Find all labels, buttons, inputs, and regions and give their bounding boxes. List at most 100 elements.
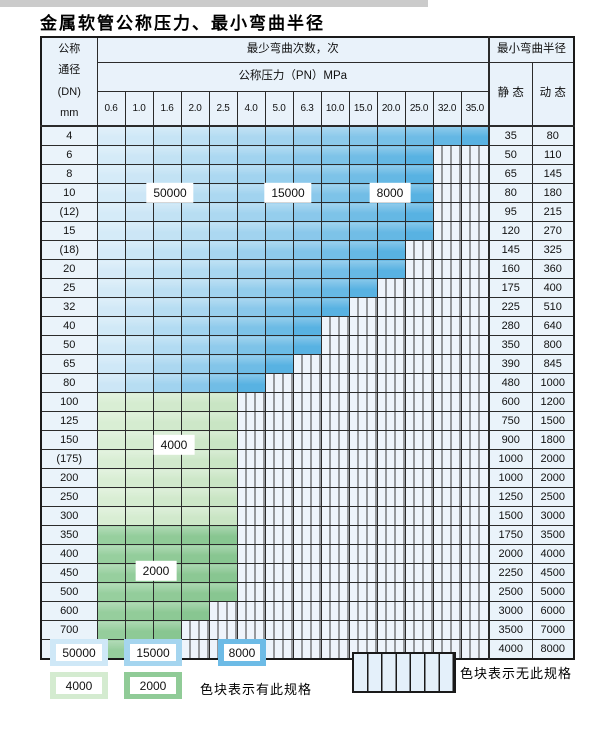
spec-cell-unavailable xyxy=(348,316,378,336)
spec-cell-available xyxy=(96,125,126,146)
spec-cell-available xyxy=(180,259,210,279)
spec-cell-available xyxy=(180,525,210,545)
spec-cell-available xyxy=(292,145,322,165)
dn-cell: 125 xyxy=(40,411,98,431)
spec-cell-available xyxy=(292,125,322,146)
spec-cell-available xyxy=(124,601,154,621)
spec-cell-unavailable xyxy=(460,202,490,222)
spec-cell-unavailable xyxy=(432,620,462,640)
spec-cell-unavailable xyxy=(460,468,490,488)
table-row-dn-300: 300 1500 3000 xyxy=(40,506,575,526)
spec-cell-unavailable xyxy=(292,506,322,526)
spec-cell-available xyxy=(264,221,294,241)
spec-cell-available xyxy=(152,525,182,545)
spec-cell-unavailable xyxy=(236,449,266,469)
header-pressure-value: 5.0 xyxy=(264,91,294,127)
cycle-count-label-4000: 4000 xyxy=(153,434,195,456)
table-row-dn-400: 400 2000 4000 xyxy=(40,544,575,564)
spec-cell-available xyxy=(96,278,126,298)
spec-cell-available xyxy=(236,221,266,241)
spec-cell-available xyxy=(96,202,126,222)
spec-cell-unavailable xyxy=(236,392,266,412)
spec-cell-available xyxy=(180,297,210,317)
spec-cell-unavailable xyxy=(292,563,322,583)
spec-cell-unavailable xyxy=(460,164,490,184)
spec-cell-unavailable xyxy=(404,240,434,260)
spec-cell-unavailable xyxy=(432,221,462,241)
dn-cell: 40 xyxy=(40,316,98,336)
spec-cell-unavailable xyxy=(404,297,434,317)
spec-cell-available xyxy=(180,125,210,146)
spec-cell-available xyxy=(152,601,182,621)
spec-cell-available xyxy=(124,183,154,203)
spec-cell-unavailable xyxy=(264,468,294,488)
static-radius-cell: 1750 xyxy=(488,525,533,545)
header-pressure-value: 25.0 xyxy=(404,91,434,127)
spec-cell-available xyxy=(292,240,322,260)
spec-cell-unavailable xyxy=(320,335,350,355)
spec-cell-unavailable xyxy=(432,297,462,317)
spec-cell-available xyxy=(96,392,126,412)
dn-cell: (18) xyxy=(40,240,98,260)
spec-cell-available xyxy=(124,392,154,412)
spec-cell-unavailable xyxy=(376,392,406,412)
dn-cell: 65 xyxy=(40,354,98,374)
spec-cell-unavailable xyxy=(376,297,406,317)
static-radius-cell: 3000 xyxy=(488,601,533,621)
spec-cell-available xyxy=(348,259,378,279)
spec-cell-unavailable xyxy=(320,487,350,507)
spec-cell-available xyxy=(124,125,154,146)
spec-cell-available xyxy=(96,582,126,602)
spec-cell-available xyxy=(292,202,322,222)
spec-cell-available xyxy=(376,202,406,222)
spec-cell-available xyxy=(96,240,126,260)
spec-cell-unavailable xyxy=(460,392,490,412)
static-radius-cell: 2250 xyxy=(488,563,533,583)
legend-swatch-value: 50000 xyxy=(56,644,102,661)
spec-cell-available xyxy=(320,297,350,317)
spec-cell-unavailable xyxy=(404,373,434,393)
spec-cell-available xyxy=(96,183,126,203)
scan-artifact-strip xyxy=(0,0,428,7)
spec-cell-available xyxy=(236,202,266,222)
spec-cell-available xyxy=(124,316,154,336)
spec-cell-unavailable xyxy=(376,278,406,298)
static-radius-cell: 4000 xyxy=(488,639,533,660)
spec-cell-available xyxy=(264,316,294,336)
spec-cell-available xyxy=(124,487,154,507)
header-bend-radius: 最小弯曲半径 xyxy=(488,36,575,63)
spec-cell-available xyxy=(152,164,182,184)
spec-cell-unavailable xyxy=(404,392,434,412)
spec-cell-available xyxy=(404,221,434,241)
spec-cell-available xyxy=(124,525,154,545)
spec-cell-available xyxy=(460,125,490,146)
spec-cell-available xyxy=(96,525,126,545)
spec-cell-available xyxy=(180,544,210,564)
cycle-count-label-8000: 8000 xyxy=(369,182,411,204)
dynamic-radius-cell: 110 xyxy=(531,145,575,165)
spec-cell-unavailable xyxy=(348,449,378,469)
spec-cell-unavailable xyxy=(292,468,322,488)
spec-cell-available xyxy=(152,620,182,640)
spec-cell-unavailable xyxy=(460,373,490,393)
dn-cell: 300 xyxy=(40,506,98,526)
static-radius-cell: 3500 xyxy=(488,620,533,640)
spec-cell-unavailable xyxy=(292,373,322,393)
static-radius-cell: 750 xyxy=(488,411,533,431)
legend-note-none: 色块表示无此规格 xyxy=(460,666,573,681)
spec-cell-available xyxy=(208,240,238,260)
spec-cell-unavailable xyxy=(404,335,434,355)
spec-cell-unavailable xyxy=(460,297,490,317)
spec-cell-available xyxy=(208,487,238,507)
spec-cell-unavailable xyxy=(460,449,490,469)
spec-cell-available xyxy=(96,449,126,469)
spec-cell-unavailable xyxy=(404,525,434,545)
spec-cell-available xyxy=(208,183,238,203)
spec-cell-available xyxy=(180,373,210,393)
static-radius-cell: 35 xyxy=(488,125,533,146)
spec-cell-available xyxy=(124,221,154,241)
spec-cell-unavailable xyxy=(348,335,378,355)
spec-cell-available xyxy=(320,221,350,241)
spec-cell-unavailable xyxy=(348,506,378,526)
